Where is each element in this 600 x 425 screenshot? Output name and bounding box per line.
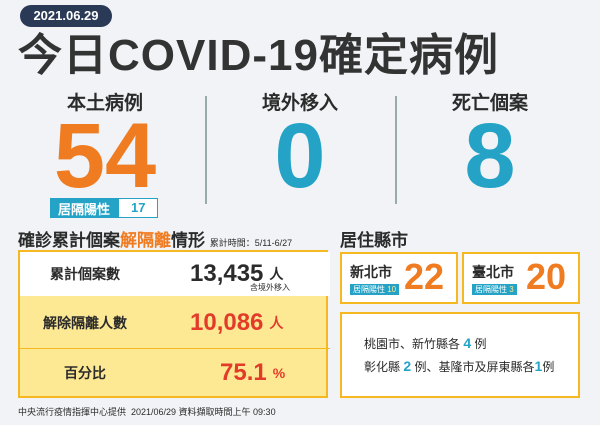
date-badge: 2021.06.29 (20, 5, 112, 27)
stat-value: 8 (464, 105, 516, 207)
sub-value: 17 (118, 198, 159, 218)
row-unit: 人 (269, 266, 284, 282)
row-label: 累計個案數 (50, 266, 120, 282)
title-part: 情形 (171, 231, 205, 250)
city-box: 新北市 居隔陽性 10 22 (340, 252, 458, 304)
city-name: 新北市 (350, 264, 392, 280)
row-label: 解除隔離人數 (43, 315, 127, 331)
divider (395, 96, 397, 204)
section-title: 確診累計個案解隔離情形 累計時間：5/11-6/27 (18, 226, 292, 251)
count: 2 (403, 358, 412, 374)
sub-stat: 居隔陽性 17 (50, 198, 159, 218)
stat-label: 本土病例 (66, 93, 143, 114)
table-row: 百分比 75.1 % (20, 349, 330, 396)
sub-label: 居隔陽性 (353, 285, 385, 294)
other-cities: 桃園市、新竹縣各 4 例 彰化縣 2 例、基隆市及屏東縣各1例 (340, 312, 580, 398)
footer: 中央流行疫情指揮中心提供 2021/06/29 資料擷取時間上午 09:30 (18, 407, 276, 417)
sub-stat: 居隔陽性 10 (350, 284, 400, 295)
row-value: 10,086 (190, 309, 264, 336)
stat-label: 死亡個案 (451, 93, 528, 114)
city-name: 臺北市 (472, 264, 514, 280)
city-box: 臺北市 居隔陽性 3 20 (462, 252, 580, 304)
table-row: 解除隔離人數 10,086 人 (20, 298, 330, 349)
table: 累計個案數 13,435 人 含境外移入 解除隔離人數 10,086 人 百分比… (18, 250, 330, 398)
city-value: 22 (404, 256, 445, 297)
city-line: 彰化縣 2 例、基隆市及屏東縣各1例 (364, 355, 578, 378)
row-value: 13,435 (190, 260, 264, 287)
sub-stat: 居隔陽性 3 (472, 284, 517, 295)
title-part: 解隔離 (120, 231, 171, 250)
title-part: 確診累計個案 (18, 231, 120, 250)
row-unit: % (272, 364, 286, 381)
text: 例 (542, 360, 555, 374)
row-label: 百分比 (64, 364, 106, 381)
table-row: 累計個案數 13,435 人 含境外移入 (20, 252, 330, 296)
row-value: 75.1 (220, 358, 267, 386)
divider (205, 96, 207, 204)
city-value: 20 (526, 256, 567, 297)
text: 例、基隆市及屏東縣各 (414, 360, 535, 374)
period: 累計時間：5/11-6/27 (209, 238, 293, 248)
section-title: 居住縣市 (340, 231, 408, 250)
row-note: 含境外移入 (250, 283, 290, 292)
count: 4 (463, 335, 472, 351)
stat-value: 0 (274, 105, 326, 207)
count: 1 (534, 358, 543, 374)
city-line: 桃園市、新竹縣各 4 例 (364, 332, 578, 355)
sub-value: 10 (387, 285, 397, 294)
sub-value: 3 (509, 285, 514, 294)
stat-label: 境外移入 (261, 93, 338, 114)
text: 例 (474, 337, 487, 351)
text: 桃園市、新竹縣各 (364, 337, 461, 351)
sub-label: 居隔陽性 (50, 198, 119, 218)
title: 今日COVID-19確定病例 (18, 31, 499, 80)
stat-value: 54 (53, 105, 157, 207)
text: 彰化縣 (364, 360, 401, 374)
sub-label: 居隔陽性 (475, 285, 507, 294)
row-unit: 人 (269, 315, 284, 331)
